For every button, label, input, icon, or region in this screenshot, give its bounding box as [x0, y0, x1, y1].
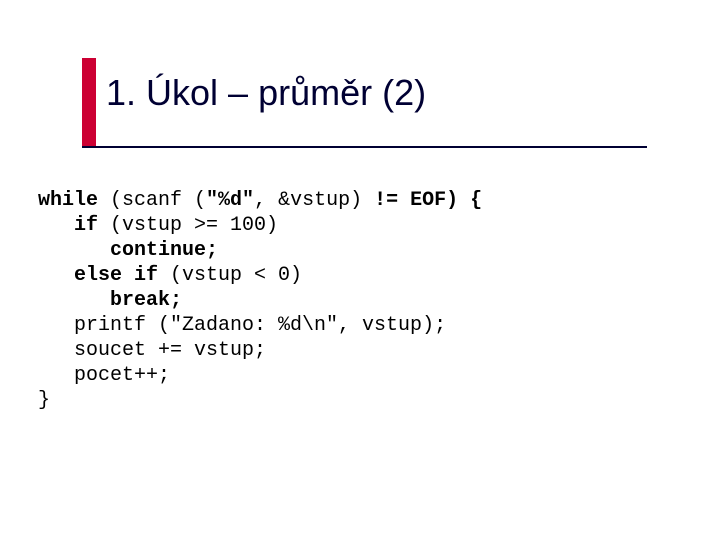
title-underline	[82, 146, 647, 148]
keyword-while: while	[38, 189, 98, 212]
format-string: "%d"	[206, 189, 254, 212]
accent-bar	[82, 58, 96, 146]
code-text: printf ("Zadano: %d\n", vstup);	[38, 314, 446, 337]
code-text: (scanf (	[98, 189, 206, 212]
keyword-if: if	[38, 214, 98, 237]
keyword-continue: continue;	[38, 239, 218, 262]
code-text: (vstup >= 100)	[98, 214, 278, 237]
keyword-elseif: else if	[38, 264, 158, 287]
code-text: soucet += vstup;	[38, 339, 266, 362]
slide-title-area: 1. Úkol – průměr (2)	[106, 72, 426, 114]
code-text: (vstup < 0)	[158, 264, 302, 287]
keyword-break: break;	[38, 289, 182, 312]
code-text: }	[38, 389, 50, 412]
code-block: while (scanf ("%d", &vstup) != EOF) { if…	[38, 188, 482, 413]
keyword-eof: != EOF) {	[374, 189, 482, 212]
slide-title: 1. Úkol – průměr (2)	[106, 72, 426, 113]
code-text: , &vstup)	[254, 189, 374, 212]
code-text: pocet++;	[38, 364, 170, 387]
